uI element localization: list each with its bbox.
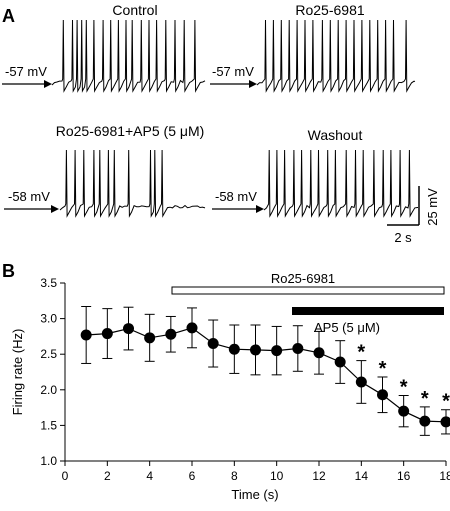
data-point	[441, 416, 450, 427]
resting-label-control: -57 mV	[5, 64, 47, 79]
x-ticks: 0 2 4 6 8 10 12 14 16 18	[62, 461, 450, 483]
y-tick-label: 1.0	[40, 454, 57, 468]
trace-ro25-6981-ap5	[60, 150, 205, 216]
trace-title-ro: Ro25-6981	[295, 2, 364, 18]
data-point	[377, 389, 388, 400]
series-line	[86, 328, 446, 422]
data-point	[398, 406, 409, 417]
data-point	[229, 344, 240, 355]
ro25-6981-bar	[172, 287, 444, 294]
y-tick-label: 2.0	[40, 383, 57, 397]
resting-label-washout: -58 mV	[215, 189, 257, 204]
resting-label-ro-ap5: -58 mV	[8, 189, 50, 204]
panel-b-letter: B	[2, 261, 15, 281]
data-point	[81, 329, 92, 340]
data-point	[102, 328, 113, 339]
x-tick-label: 2	[104, 469, 111, 483]
ap5-bar-label: AP5 (5 μM)	[314, 320, 380, 335]
data-point	[356, 376, 367, 387]
x-tick-label: 8	[231, 469, 238, 483]
data-point	[123, 323, 134, 334]
data-point	[250, 344, 261, 355]
y-tick-label: 2.5	[40, 347, 57, 361]
y-ticks: 1.0 1.5 2.0 2.5 3.0 3.5	[40, 276, 65, 468]
data-point	[208, 338, 219, 349]
trace-title-control: Control	[112, 2, 157, 18]
data-point	[144, 332, 155, 343]
trace-control	[52, 20, 205, 91]
resting-label-ro: -57 mV	[212, 64, 254, 79]
significance-star: *	[379, 358, 387, 380]
data-point	[271, 345, 282, 356]
data-point	[187, 322, 198, 333]
panel-a-letter: A	[2, 6, 15, 26]
trace-title-washout: Washout	[308, 127, 363, 143]
y-tick-label: 1.5	[40, 418, 57, 432]
firing-rate-series: * * * * *	[81, 306, 450, 435]
y-axis-title: Firing rate (Hz)	[10, 329, 25, 416]
x-tick-label: 12	[312, 469, 326, 483]
data-point	[165, 329, 176, 340]
x-tick-label: 10	[270, 469, 284, 483]
ro25-6981-bar-label: Ro25-6981	[271, 271, 335, 286]
scale-bar-time-label: 2 s	[394, 230, 412, 245]
x-tick-label: 14	[355, 469, 369, 483]
x-tick-label: 6	[189, 469, 196, 483]
trace-washout	[264, 150, 418, 216]
significance-star: *	[400, 376, 408, 398]
y-tick-label: 3.0	[40, 312, 57, 326]
x-axis-title: Time (s)	[231, 487, 278, 502]
x-tick-label: 16	[397, 469, 411, 483]
significance-star: *	[442, 391, 450, 413]
y-tick-label: 3.5	[40, 276, 57, 290]
x-tick-label: 18	[439, 469, 450, 483]
voltage-traces	[52, 20, 418, 216]
trace-ro25-6981	[257, 20, 415, 91]
data-point	[314, 347, 325, 358]
x-tick-label: 0	[62, 469, 69, 483]
data-point	[419, 416, 430, 427]
significance-star: *	[357, 342, 365, 364]
significance-star: *	[421, 388, 429, 410]
ap5-bar	[292, 307, 444, 315]
data-point	[335, 357, 346, 368]
trace-title-ro-ap5: Ro25-6981+AP5 (5 μM)	[56, 123, 205, 139]
x-tick-label: 4	[146, 469, 153, 483]
data-point	[292, 343, 303, 354]
scale-bar-voltage-label: 25 mV	[425, 188, 440, 226]
